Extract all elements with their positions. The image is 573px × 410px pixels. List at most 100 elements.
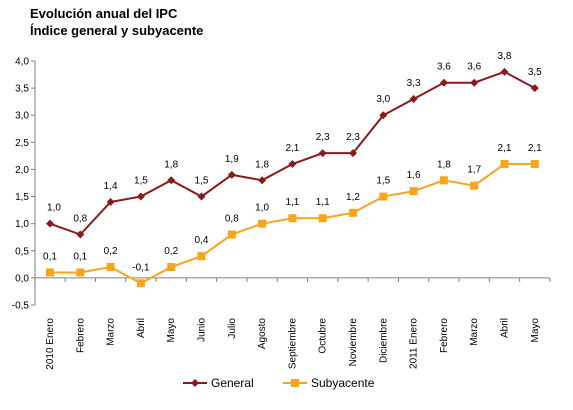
x-tick-label: 2011 Enero (409, 318, 420, 369)
x-tick-label: Mayo (530, 318, 541, 343)
data-point-subyacente (258, 219, 267, 228)
data-point-general (46, 219, 54, 228)
data-point-subyacente (500, 160, 509, 169)
y-tick-label: 2,5 (15, 138, 29, 149)
data-point-subyacente (409, 187, 418, 196)
y-tick-label: 0,5 (15, 246, 29, 257)
x-tick-label: Abril (500, 318, 511, 338)
x-tick-label: Junio (197, 318, 208, 342)
data-label-subyacente: 1,2 (346, 192, 360, 203)
data-point-subyacente (197, 252, 206, 261)
x-tick-label: Julio (227, 318, 238, 339)
y-tick-label: 3,5 (15, 84, 29, 95)
data-point-general (288, 160, 297, 169)
y-tick-label: 4,0 (15, 57, 29, 68)
y-tick-label: 0,0 (15, 273, 29, 284)
x-tick-label: Octubre (318, 318, 329, 354)
data-point-subyacente (46, 268, 54, 277)
data-point-subyacente (530, 160, 539, 169)
data-label-general: 2,3 (316, 132, 330, 143)
legend-marker-general (191, 379, 199, 387)
data-point-general (197, 192, 206, 201)
data-label-general: 3,0 (376, 94, 390, 105)
data-point-subyacente (470, 181, 479, 190)
y-tick-label: 1,5 (15, 192, 29, 203)
data-label-general: 1,0 (47, 203, 61, 214)
data-point-subyacente (318, 214, 327, 223)
x-tick-label: Abril (136, 318, 147, 338)
x-tick-label: 2010 Enero (45, 318, 56, 370)
y-tick-label: 1,0 (15, 219, 29, 230)
data-label-general: 2,1 (285, 143, 299, 154)
data-point-subyacente (136, 279, 145, 288)
data-label-general: 1,9 (225, 154, 239, 165)
data-point-subyacente (106, 263, 115, 272)
data-point-general (136, 192, 145, 201)
data-point-subyacente (167, 263, 176, 272)
data-label-general: 3,5 (528, 67, 542, 78)
data-label-general: 3,6 (437, 62, 451, 73)
x-tick-label: Marzo (469, 318, 480, 346)
data-point-general (349, 149, 357, 158)
data-label-general: 1,4 (104, 181, 118, 192)
chart-title: Evolución anual del IPC (30, 6, 178, 21)
data-point-subyacente (227, 230, 236, 239)
legend-marker-subyacente (291, 379, 299, 387)
data-label-subyacente: 2,1 (528, 143, 542, 154)
x-tick-label: Agosto (257, 318, 268, 350)
series-line-subyacente (50, 163, 535, 285)
data-label-general: 1,8 (255, 159, 269, 170)
y-tick-label: 2,0 (15, 165, 29, 176)
y-tick-label: 3,0 (15, 111, 29, 122)
data-point-subyacente (379, 192, 388, 201)
x-tick-label: Febrero (439, 318, 450, 353)
x-tick-label: Mayo (166, 318, 177, 343)
y-tick-label: -0,5 (12, 301, 30, 312)
data-label-subyacente: 1,5 (376, 176, 390, 187)
data-point-general (227, 170, 236, 179)
data-point-subyacente (439, 176, 448, 185)
data-point-general (409, 94, 418, 103)
data-label-subyacente: 2,1 (498, 143, 512, 154)
data-label-subyacente: 1,8 (437, 159, 451, 170)
x-tick-label: Diciembre (378, 318, 389, 363)
x-tick-label: Febrero (75, 318, 86, 353)
data-point-subyacente (76, 268, 85, 277)
data-point-general (500, 67, 509, 76)
data-label-general: 0,8 (73, 214, 87, 225)
data-label-subyacente: 0,1 (43, 251, 57, 262)
x-tick-label: Marzo (106, 318, 117, 346)
data-point-subyacente (349, 208, 357, 217)
chart-subtitle: Índice general y subyacente (30, 23, 204, 38)
data-label-subyacente: 0,1 (73, 251, 87, 262)
data-label-general: 3,8 (498, 51, 512, 62)
data-point-general (530, 84, 539, 93)
data-point-general (379, 111, 388, 120)
x-tick-label: Septiembre (287, 318, 298, 370)
data-point-general (76, 230, 85, 239)
data-point-general (106, 197, 115, 206)
data-label-subyacente: 0,2 (104, 246, 118, 257)
chart-titles: Evolución anual del IPC Índice general y… (30, 5, 203, 39)
data-label-subyacente: 1,1 (285, 197, 299, 208)
legend-label-general: General (211, 376, 254, 390)
data-label-general: 1,8 (164, 159, 178, 170)
data-point-general (167, 176, 176, 185)
data-label-subyacente: 1,7 (467, 165, 481, 176)
data-point-general (318, 149, 327, 158)
data-label-general: 3,3 (407, 78, 421, 89)
data-point-general (258, 176, 267, 185)
data-label-subyacente: 0,4 (195, 235, 209, 246)
data-label-general: 1,5 (134, 176, 148, 187)
data-label-general: 1,5 (195, 176, 209, 187)
data-label-subyacente: 0,8 (225, 214, 239, 225)
data-label-subyacente: 1,6 (407, 170, 421, 181)
x-tick-label: Noviembre (348, 318, 359, 367)
data-point-general (470, 78, 479, 87)
data-label-subyacente: 0,2 (164, 246, 178, 257)
data-point-general (439, 78, 448, 87)
data-label-general: 2,3 (346, 132, 360, 143)
data-label-subyacente: -0,1 (132, 262, 150, 273)
data-label-subyacente: 1,0 (255, 203, 269, 214)
